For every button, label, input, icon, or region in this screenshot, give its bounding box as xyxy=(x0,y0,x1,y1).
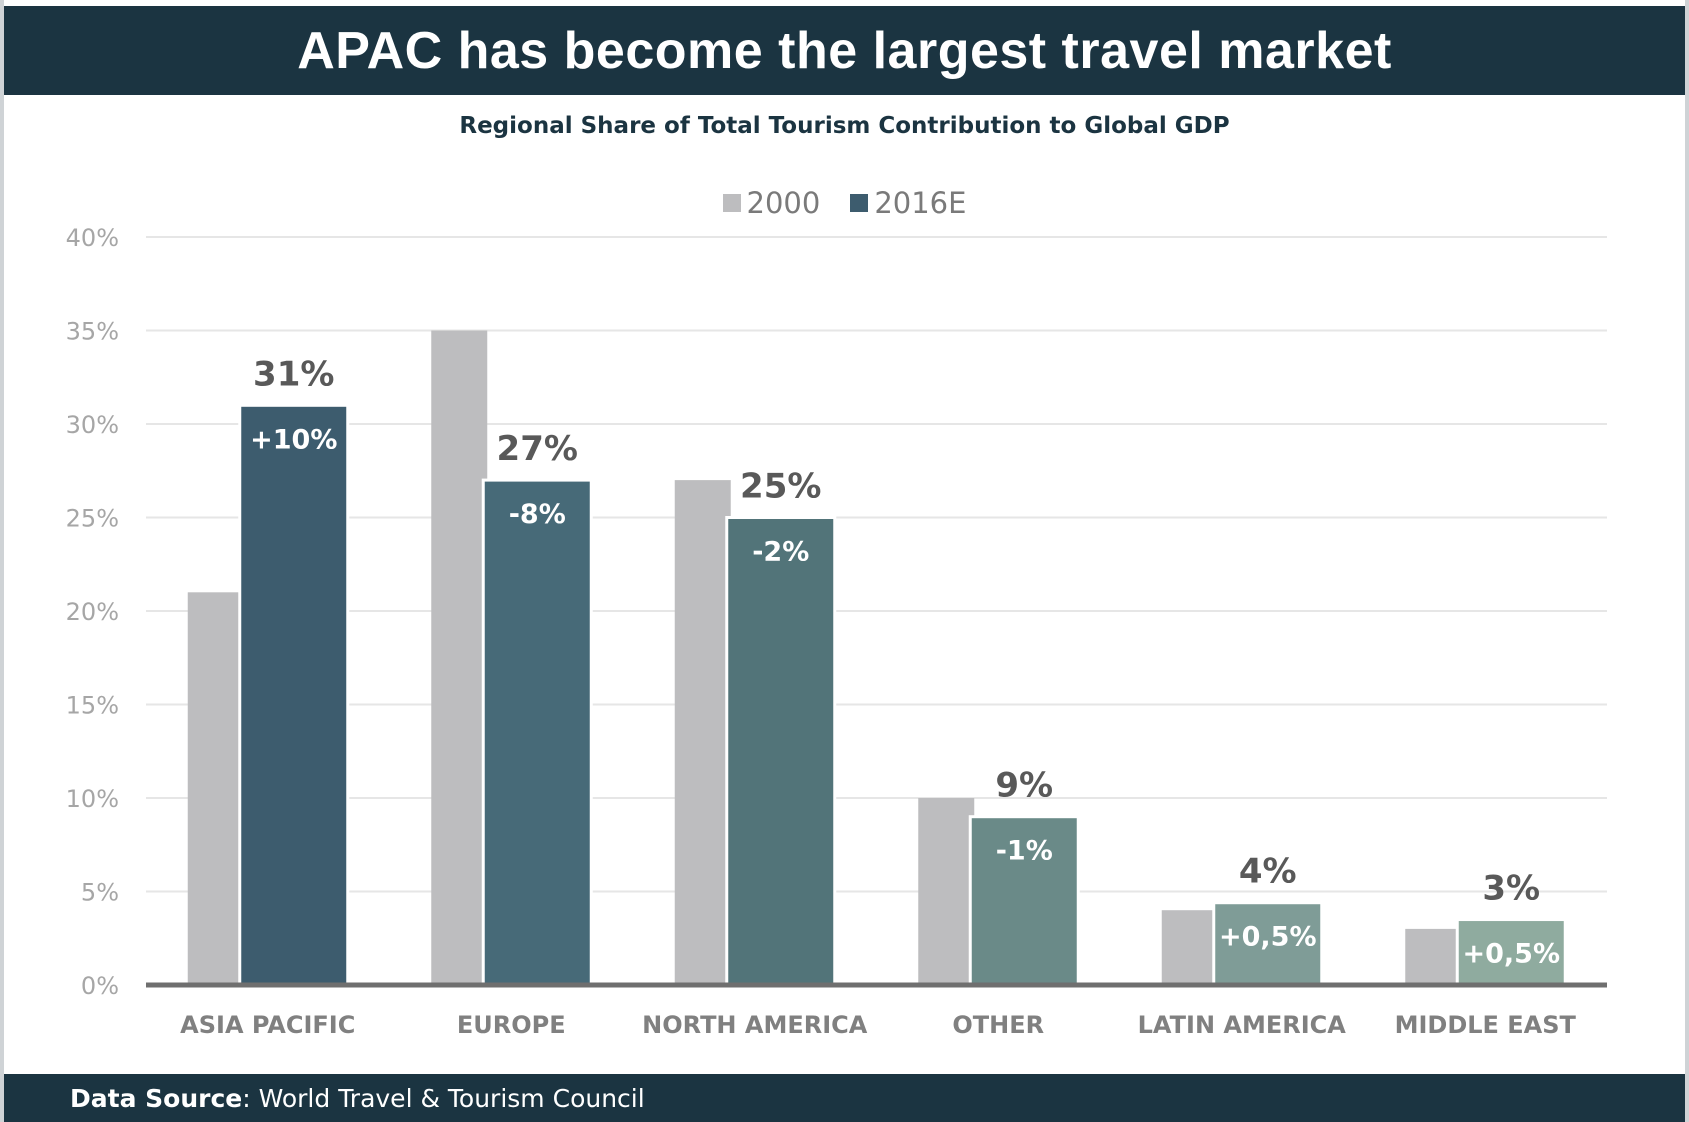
x-category-label: OTHER xyxy=(952,1011,1044,1039)
legend-swatch-2016e xyxy=(850,194,869,212)
title-banner: APAC has become the largest travel marke… xyxy=(4,6,1685,95)
page-title: APAC has become the largest travel marke… xyxy=(297,21,1392,80)
x-category-label: NORTH AMERICA xyxy=(642,1011,868,1039)
value-label: 25% xyxy=(740,467,821,507)
value-label: 9% xyxy=(995,766,1053,806)
value-label: 3% xyxy=(1482,869,1540,909)
legend-label-2000: 2000 xyxy=(746,186,821,220)
legend-item-2016e: 2016E xyxy=(850,186,966,220)
bar-2016e xyxy=(481,478,593,987)
y-tick-label: 15% xyxy=(66,692,119,720)
change-label: -2% xyxy=(752,537,809,568)
bar-2000 xyxy=(918,798,975,985)
bar-2000 xyxy=(674,480,731,985)
x-category-label: ASIA PACIFIC xyxy=(180,1011,355,1039)
change-label: -1% xyxy=(996,836,1053,867)
footer-bar: Data Source: World Travel & Tourism Coun… xyxy=(4,1074,1685,1122)
change-label: +0,5% xyxy=(1462,939,1560,970)
y-tick-label: 30% xyxy=(66,411,119,439)
x-category-label: MIDDLE EAST xyxy=(1395,1011,1577,1039)
y-tick-label: 10% xyxy=(66,785,119,813)
y-tick-label: 40% xyxy=(66,224,119,252)
bar-2016e xyxy=(238,403,350,987)
bar-2016e xyxy=(968,815,1080,987)
change-label: -8% xyxy=(509,499,566,530)
x-category-label: EUROPE xyxy=(457,1011,566,1039)
chart-legend: 2000 2016E xyxy=(0,186,1689,220)
bar-2016e xyxy=(725,516,837,987)
bar-chart: 0% 5% 10% 15% 20% 25% 30% 35% 40% 31% +10% ASIA PAC… xyxy=(66,224,1607,1039)
y-tick-label: 25% xyxy=(66,505,119,533)
legend-swatch-2000 xyxy=(722,194,741,212)
y-tick-label: 20% xyxy=(66,598,119,626)
legend-item-2000: 2000 xyxy=(722,186,821,220)
value-label: 27% xyxy=(497,429,578,469)
value-label: 4% xyxy=(1239,852,1297,892)
change-label: +0,5% xyxy=(1219,922,1317,953)
legend-label-2016e: 2016E xyxy=(874,186,967,220)
data-source-text: : World Travel & Tourism Council xyxy=(242,1083,645,1113)
y-tick-label: 35% xyxy=(66,318,119,346)
bar-2016e xyxy=(1455,918,1567,987)
bar-2000 xyxy=(187,592,244,985)
bar-2016e xyxy=(1212,901,1324,987)
y-tick-label: 0% xyxy=(81,972,119,1000)
bar-2000 xyxy=(1405,928,1462,985)
y-tick-label: 5% xyxy=(81,879,119,907)
bar-2000 xyxy=(431,330,488,985)
data-source-label: Data Source xyxy=(70,1083,243,1113)
data-source: Data Source: World Travel & Tourism Coun… xyxy=(4,1084,645,1113)
bar-2000 xyxy=(1161,910,1218,985)
x-category-label: LATIN AMERICA xyxy=(1138,1011,1347,1039)
value-label: 31% xyxy=(253,354,334,394)
change-label: +10% xyxy=(250,424,337,455)
chart-subtitle: Regional Share of Total Tourism Contribu… xyxy=(459,113,1230,139)
